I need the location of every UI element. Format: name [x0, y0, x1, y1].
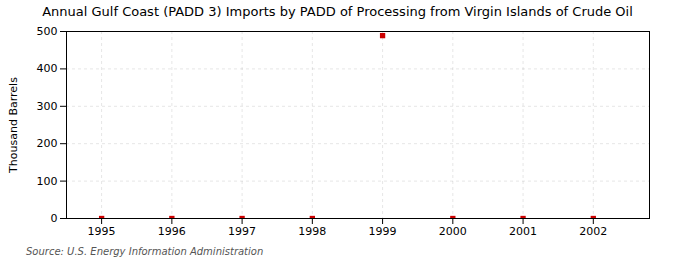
- svg-text:0: 0: [51, 212, 58, 225]
- svg-text:200: 200: [37, 137, 58, 150]
- svg-text:100: 100: [37, 175, 58, 188]
- svg-text:Thousand Barrels: Thousand Barrels: [7, 77, 20, 174]
- svg-text:1998: 1998: [298, 225, 326, 238]
- svg-text:400: 400: [37, 62, 58, 75]
- svg-text:1997: 1997: [228, 225, 256, 238]
- svg-text:2000: 2000: [439, 225, 467, 238]
- svg-text:300: 300: [37, 100, 58, 113]
- html-text:Annual Gulf Coast (PADD 3) Imp: Annual Gulf Coast (PADD 3) Imports by PA…: [42, 4, 633, 19]
- svg-text:1995: 1995: [88, 225, 116, 238]
- svg-text:1996: 1996: [158, 225, 186, 238]
- html-text:Source: U.S. Energy Informatio: Source: U.S. Energy Information Administ…: [26, 246, 264, 257]
- svg-text:2002: 2002: [579, 225, 607, 238]
- svg-text:1999: 1999: [369, 225, 397, 238]
- svg-text:2001: 2001: [509, 225, 537, 238]
- svg-text:500: 500: [37, 25, 58, 38]
